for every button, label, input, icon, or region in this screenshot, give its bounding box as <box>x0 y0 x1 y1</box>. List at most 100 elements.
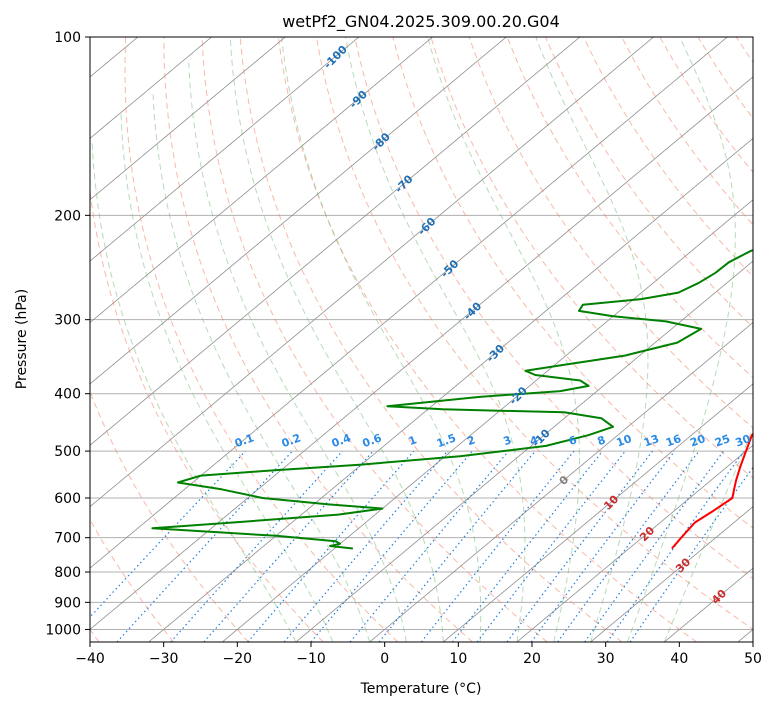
mixing-ratio-line <box>170 450 343 642</box>
isotherm-line <box>90 37 433 324</box>
y-tick-label: 800 <box>54 565 81 581</box>
isotherm-line <box>222 199 753 642</box>
dry-adiabat <box>392 37 753 529</box>
dry-adiabat <box>90 390 249 642</box>
mixing-ratio-label: 2 <box>465 433 477 448</box>
series-temperature <box>671 432 753 550</box>
isotherm-label: -70 <box>392 172 415 195</box>
moist-adiabat <box>152 94 371 642</box>
isotherm-line <box>90 37 507 385</box>
moist-adiabat <box>663 426 753 642</box>
isotherm-line <box>0 37 64 642</box>
y-tick-label: 200 <box>54 208 81 224</box>
isotherm-line <box>590 506 753 642</box>
isotherm-line <box>295 260 753 642</box>
dry-adiabat <box>697 37 753 120</box>
mixing-ratio-label: 10 <box>615 432 634 450</box>
x-tick-label: 10 <box>449 651 467 667</box>
dry-adiabat <box>315 37 753 631</box>
y-tick-label: 100 <box>54 30 81 46</box>
isotherm-label: -60 <box>415 215 438 238</box>
dry-adiabat <box>621 37 753 226</box>
isotherm-line <box>443 383 753 642</box>
mixing-ratio-line <box>116 450 293 642</box>
y-tick-label: 400 <box>54 387 81 403</box>
isotherm-label: 10 <box>601 492 621 512</box>
isotherm-label: 20 <box>637 524 657 544</box>
isotherm-label: -100 <box>321 43 350 72</box>
isotherm-line <box>90 37 360 262</box>
dry-adiabat <box>124 37 399 642</box>
moist-adiabat <box>427 37 580 642</box>
isotherm-line <box>148 137 753 642</box>
mixing-ratio-label: 20 <box>688 432 707 450</box>
dry-adiabat <box>506 37 753 379</box>
dry-adiabat <box>735 37 753 64</box>
moist-adiabat <box>345 37 526 642</box>
background-grid <box>0 37 753 642</box>
x-tick-label: 40 <box>670 651 688 667</box>
dry-adiabat <box>163 37 473 642</box>
mixing-ratio-label: 1 <box>407 433 419 448</box>
mixing-ratio-line <box>283 450 449 642</box>
isotherm-label: -50 <box>438 257 461 280</box>
dry-adiabat <box>277 37 697 642</box>
mixing-ratio-line <box>378 450 536 642</box>
moist-adiabat <box>535 37 649 642</box>
line-labels: -100-90-80-70-60-50-40-30-20-10010203040… <box>233 43 753 607</box>
dry-adiabat <box>201 37 548 642</box>
mixing-ratio-label: 30 <box>734 432 753 450</box>
isotherm-line <box>90 76 753 630</box>
isotherm-label: -90 <box>347 88 370 111</box>
isotherm-line <box>516 444 753 642</box>
x-tick-label: −20 <box>223 651 253 667</box>
x-tick-label: 30 <box>597 651 615 667</box>
isotherm-label: -80 <box>370 130 393 153</box>
x-tick-label: 20 <box>523 651 541 667</box>
mixing-ratio-label: 1.5 <box>435 431 458 450</box>
moist-adiabat <box>188 61 407 642</box>
mixing-ratio-line <box>420 450 575 642</box>
x-tick-label: −30 <box>149 651 179 667</box>
mixing-ratio-line <box>451 450 604 642</box>
mixing-ratio-line <box>349 450 510 642</box>
isotherm-line <box>90 37 654 508</box>
x-tick-label: −40 <box>75 651 105 667</box>
moist-adiabat <box>229 37 444 642</box>
isotherm-line <box>737 628 753 642</box>
dry-adiabat <box>583 37 753 278</box>
mixing-ratio-label: 0.1 <box>233 431 256 450</box>
isotherm-line <box>90 37 581 446</box>
y-tick-label: 300 <box>54 313 81 329</box>
mixing-ratio-line <box>90 450 246 618</box>
dry-adiabat <box>544 37 753 328</box>
mixing-ratio-label: 4 <box>528 433 540 448</box>
dry-adiabat <box>354 37 753 580</box>
mixing-ratio-label: 6 <box>567 433 579 448</box>
dry-adiabat <box>90 518 175 642</box>
moist-adiabat <box>91 141 297 642</box>
isotherm-label: 40 <box>709 587 729 607</box>
mixing-ratio-line <box>506 450 654 642</box>
x-tick-label: 50 <box>744 651 762 667</box>
x-axis-label: Temperature (°C) <box>360 681 482 697</box>
y-axis-label: Pressure (hPa) <box>14 289 30 389</box>
isotherm-line <box>90 37 728 569</box>
y-tick-label: 1000 <box>45 622 81 638</box>
x-tick-label: 0 <box>380 651 389 667</box>
mixing-ratio-line <box>629 466 753 642</box>
axis-ticks: −40 −30 −20 −10 0 10 20 30 40 5010020030040050060… <box>45 30 762 667</box>
isotherm-label: -20 <box>507 384 530 407</box>
y-tick-label: 900 <box>54 595 81 611</box>
mixing-ratio-label: 13 <box>642 432 661 449</box>
isotherm-line <box>369 321 753 642</box>
mixing-ratio-label: 0.4 <box>330 431 353 450</box>
mixing-ratio-label: 16 <box>664 432 683 450</box>
isotherm-line <box>90 37 212 139</box>
mixing-ratio-label: 3 <box>502 433 514 448</box>
mixing-ratio-line <box>606 450 745 642</box>
y-tick-label: 600 <box>54 491 81 507</box>
moist-adiabat <box>120 114 334 642</box>
isotherm-line <box>90 37 286 201</box>
